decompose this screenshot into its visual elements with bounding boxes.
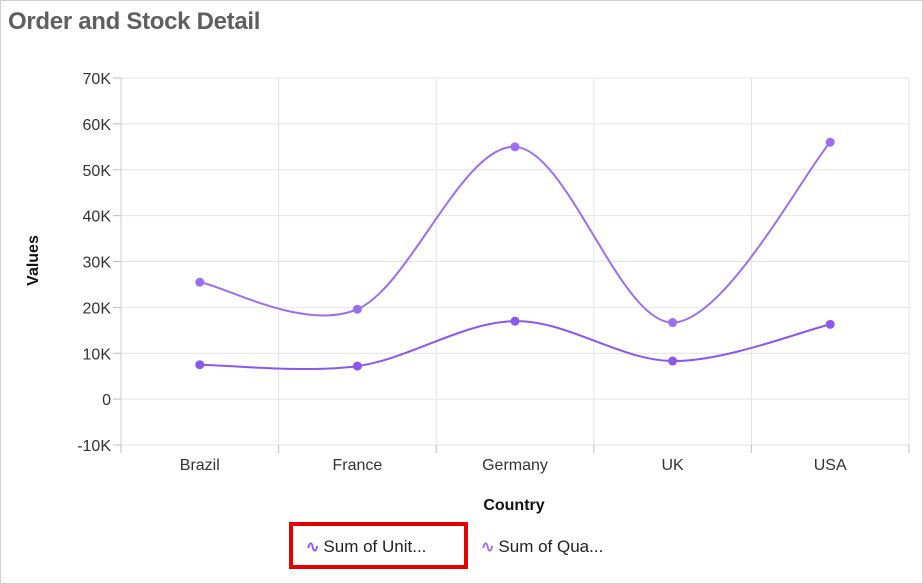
x-tick-label: UK bbox=[661, 457, 684, 474]
x-tick-label: Germany bbox=[482, 457, 548, 474]
legend-highlight-box bbox=[289, 522, 468, 569]
line-series-icon: ∿ bbox=[306, 539, 320, 556]
data-point bbox=[510, 316, 520, 326]
y-tick-label: 70K bbox=[83, 71, 112, 88]
data-point bbox=[352, 304, 362, 314]
data-point bbox=[825, 137, 835, 147]
chart-title: Order and Stock Detail bbox=[8, 8, 261, 35]
y-tick-label: 0 bbox=[102, 392, 111, 409]
data-point bbox=[352, 361, 362, 371]
series-line-1 bbox=[199, 320, 831, 371]
legend-item-quantity[interactable]: ∿ Sum of Qua... bbox=[481, 532, 603, 562]
series-line-2 bbox=[199, 141, 831, 324]
data-point bbox=[510, 142, 520, 152]
y-axis-title: Values bbox=[25, 235, 42, 286]
legend-label: Sum of Unit... bbox=[323, 537, 427, 556]
y-tick-label: 60K bbox=[83, 117, 112, 134]
line-series-icon: ∿ bbox=[481, 539, 495, 556]
y-tick-label: -10K bbox=[77, 438, 111, 455]
data-point bbox=[195, 277, 205, 287]
y-tick-label: 50K bbox=[83, 163, 112, 180]
data-point bbox=[668, 356, 678, 366]
y-tick-label: 30K bbox=[83, 255, 112, 272]
data-point bbox=[195, 360, 205, 370]
data-point bbox=[825, 319, 835, 329]
x-tick-label: France bbox=[333, 457, 383, 474]
legend-label: Sum of Qua... bbox=[498, 537, 604, 556]
y-tick-label: 20K bbox=[83, 300, 112, 317]
legend-item-units-in-stock[interactable]: ∿ Sum of Unit... bbox=[306, 532, 426, 562]
y-tick-label: 10K bbox=[83, 346, 112, 363]
x-axis-title: Country bbox=[483, 497, 544, 514]
y-tick-label: 40K bbox=[83, 209, 112, 226]
data-point bbox=[668, 318, 678, 328]
x-tick-label: USA bbox=[814, 457, 847, 474]
x-tick-label: Brazil bbox=[180, 457, 220, 474]
